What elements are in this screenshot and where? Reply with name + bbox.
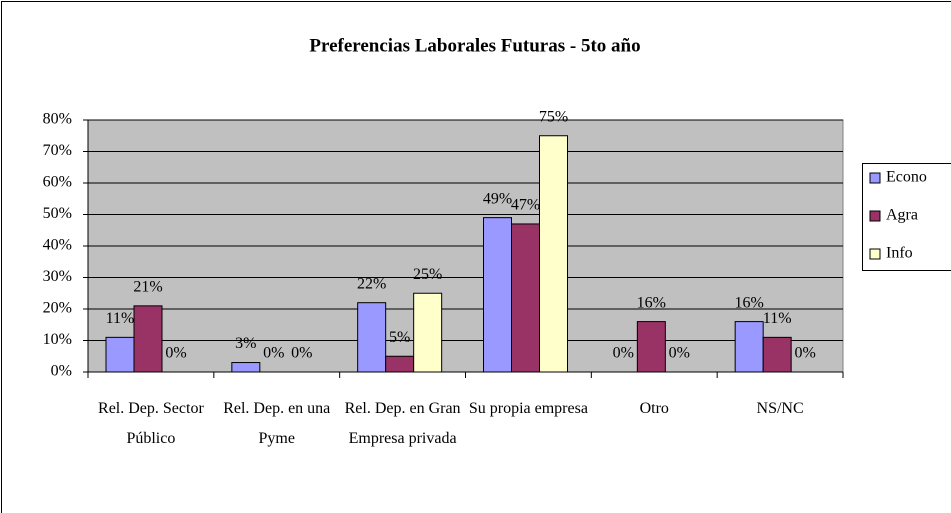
x-tick-label-box: Su propia empresa — [468, 400, 588, 417]
y-tick-label: 10% — [43, 331, 72, 348]
data-label: 47% — [511, 197, 540, 214]
y-tick-label: 60% — [43, 174, 72, 191]
x-tick-label-box: Rel. Dep. Sector Público — [98, 400, 204, 447]
data-label: 3% — [235, 335, 256, 352]
bar — [385, 355, 415, 373]
bar — [636, 321, 666, 373]
data-label: 0% — [165, 345, 186, 362]
x-tick-label: NS/NC — [756, 400, 804, 417]
x-tick-label: Rel. Dep. Sector Público — [98, 400, 204, 447]
bar — [105, 336, 135, 373]
x-tick-label: Rel. Dep. en Gran Empresa privada — [344, 400, 461, 447]
data-label: 11% — [106, 310, 135, 327]
y-tick-label: 70% — [43, 142, 72, 159]
x-tick-label-box: Rel. Dep. en Gran Empresa privada — [344, 400, 461, 447]
legend-swatch — [869, 172, 881, 184]
legend-swatch — [869, 210, 881, 222]
data-label: 22% — [357, 275, 386, 292]
bar — [357, 302, 387, 373]
data-label: 5% — [389, 329, 410, 346]
data-label: 0% — [669, 345, 690, 362]
legend-swatch — [869, 248, 881, 260]
bar — [762, 336, 792, 373]
x-tick-label-box: NS/NC — [756, 400, 804, 417]
data-label: 75% — [539, 108, 568, 125]
bar — [133, 305, 163, 373]
x-tick-label: Rel. Dep. en una Pyme — [223, 400, 331, 447]
bar — [539, 135, 568, 373]
data-label: 25% — [413, 266, 442, 283]
legend-label: Agra — [886, 207, 918, 224]
y-tick-label: 40% — [43, 237, 72, 254]
bar — [734, 321, 764, 373]
y-tick-label: 50% — [43, 205, 72, 222]
bar — [511, 223, 540, 373]
data-label: 0% — [291, 345, 312, 362]
data-label: 0% — [795, 345, 816, 362]
bar — [483, 217, 512, 373]
legend-label: Info — [886, 245, 913, 262]
x-tick-label: Su propia empresa — [468, 400, 588, 417]
bar — [413, 292, 443, 373]
data-label: 11% — [763, 310, 792, 327]
data-label: 0% — [263, 345, 284, 362]
data-label: 16% — [735, 294, 764, 311]
y-tick-label: 30% — [43, 268, 72, 285]
x-tick-label-box: Otro — [639, 400, 669, 417]
legend-label: Econo — [886, 169, 927, 186]
y-tick-label: 20% — [43, 300, 72, 317]
data-label: 21% — [133, 279, 162, 296]
data-label: 49% — [483, 190, 512, 207]
y-tick-label: 0% — [51, 363, 72, 380]
x-tick-label: Otro — [639, 400, 669, 417]
data-label: 0% — [613, 345, 634, 362]
data-label: 16% — [637, 294, 666, 311]
bar — [231, 362, 261, 373]
y-tick-label: 80% — [43, 111, 72, 128]
chart-title: Preferencias Laborales Futuras - 5to año — [309, 35, 640, 56]
x-tick-label-box: Rel. Dep. en una Pyme — [223, 400, 331, 447]
